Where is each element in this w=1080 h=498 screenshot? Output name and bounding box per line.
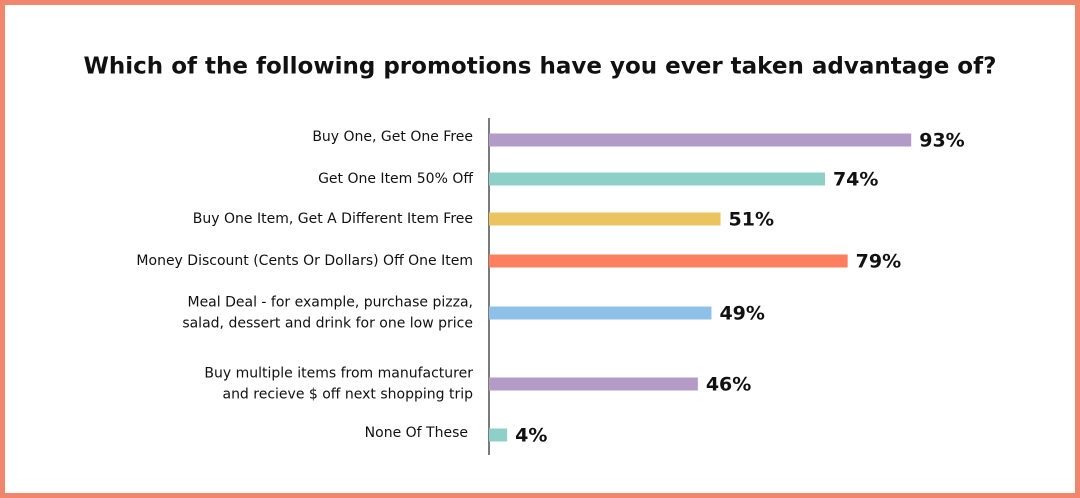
value-label: 93% (919, 130, 964, 152)
value-label: 51% (729, 209, 774, 231)
category-label: Buy One Item, Get A Different Item Free (193, 211, 473, 227)
value-label: 4% (515, 425, 547, 447)
value-label: 74% (833, 169, 878, 191)
bar (489, 306, 712, 320)
value-label: 49% (719, 303, 764, 325)
category-label: Buy One, Get One Free (312, 129, 473, 145)
category-label: Get One Item 50% Off (318, 171, 473, 187)
bar (489, 172, 825, 186)
category-label: Meal Deal - for example, purchase pizza,… (182, 295, 473, 332)
bar (489, 377, 698, 391)
bar (489, 212, 721, 226)
chart: Which of the following promotions have y… (84, 54, 997, 455)
value-label: 79% (856, 251, 901, 273)
chart-title: Which of the following promotions have y… (84, 54, 997, 80)
value-label: 46% (706, 374, 751, 396)
category-label: Buy multiple items from manufacturer and … (204, 366, 473, 403)
category-label: None Of These (365, 425, 468, 441)
bar (489, 254, 848, 268)
bar (489, 133, 912, 147)
bar (489, 428, 508, 442)
category-label: Money Discount (Cents Or Dollars) Off On… (136, 253, 473, 269)
